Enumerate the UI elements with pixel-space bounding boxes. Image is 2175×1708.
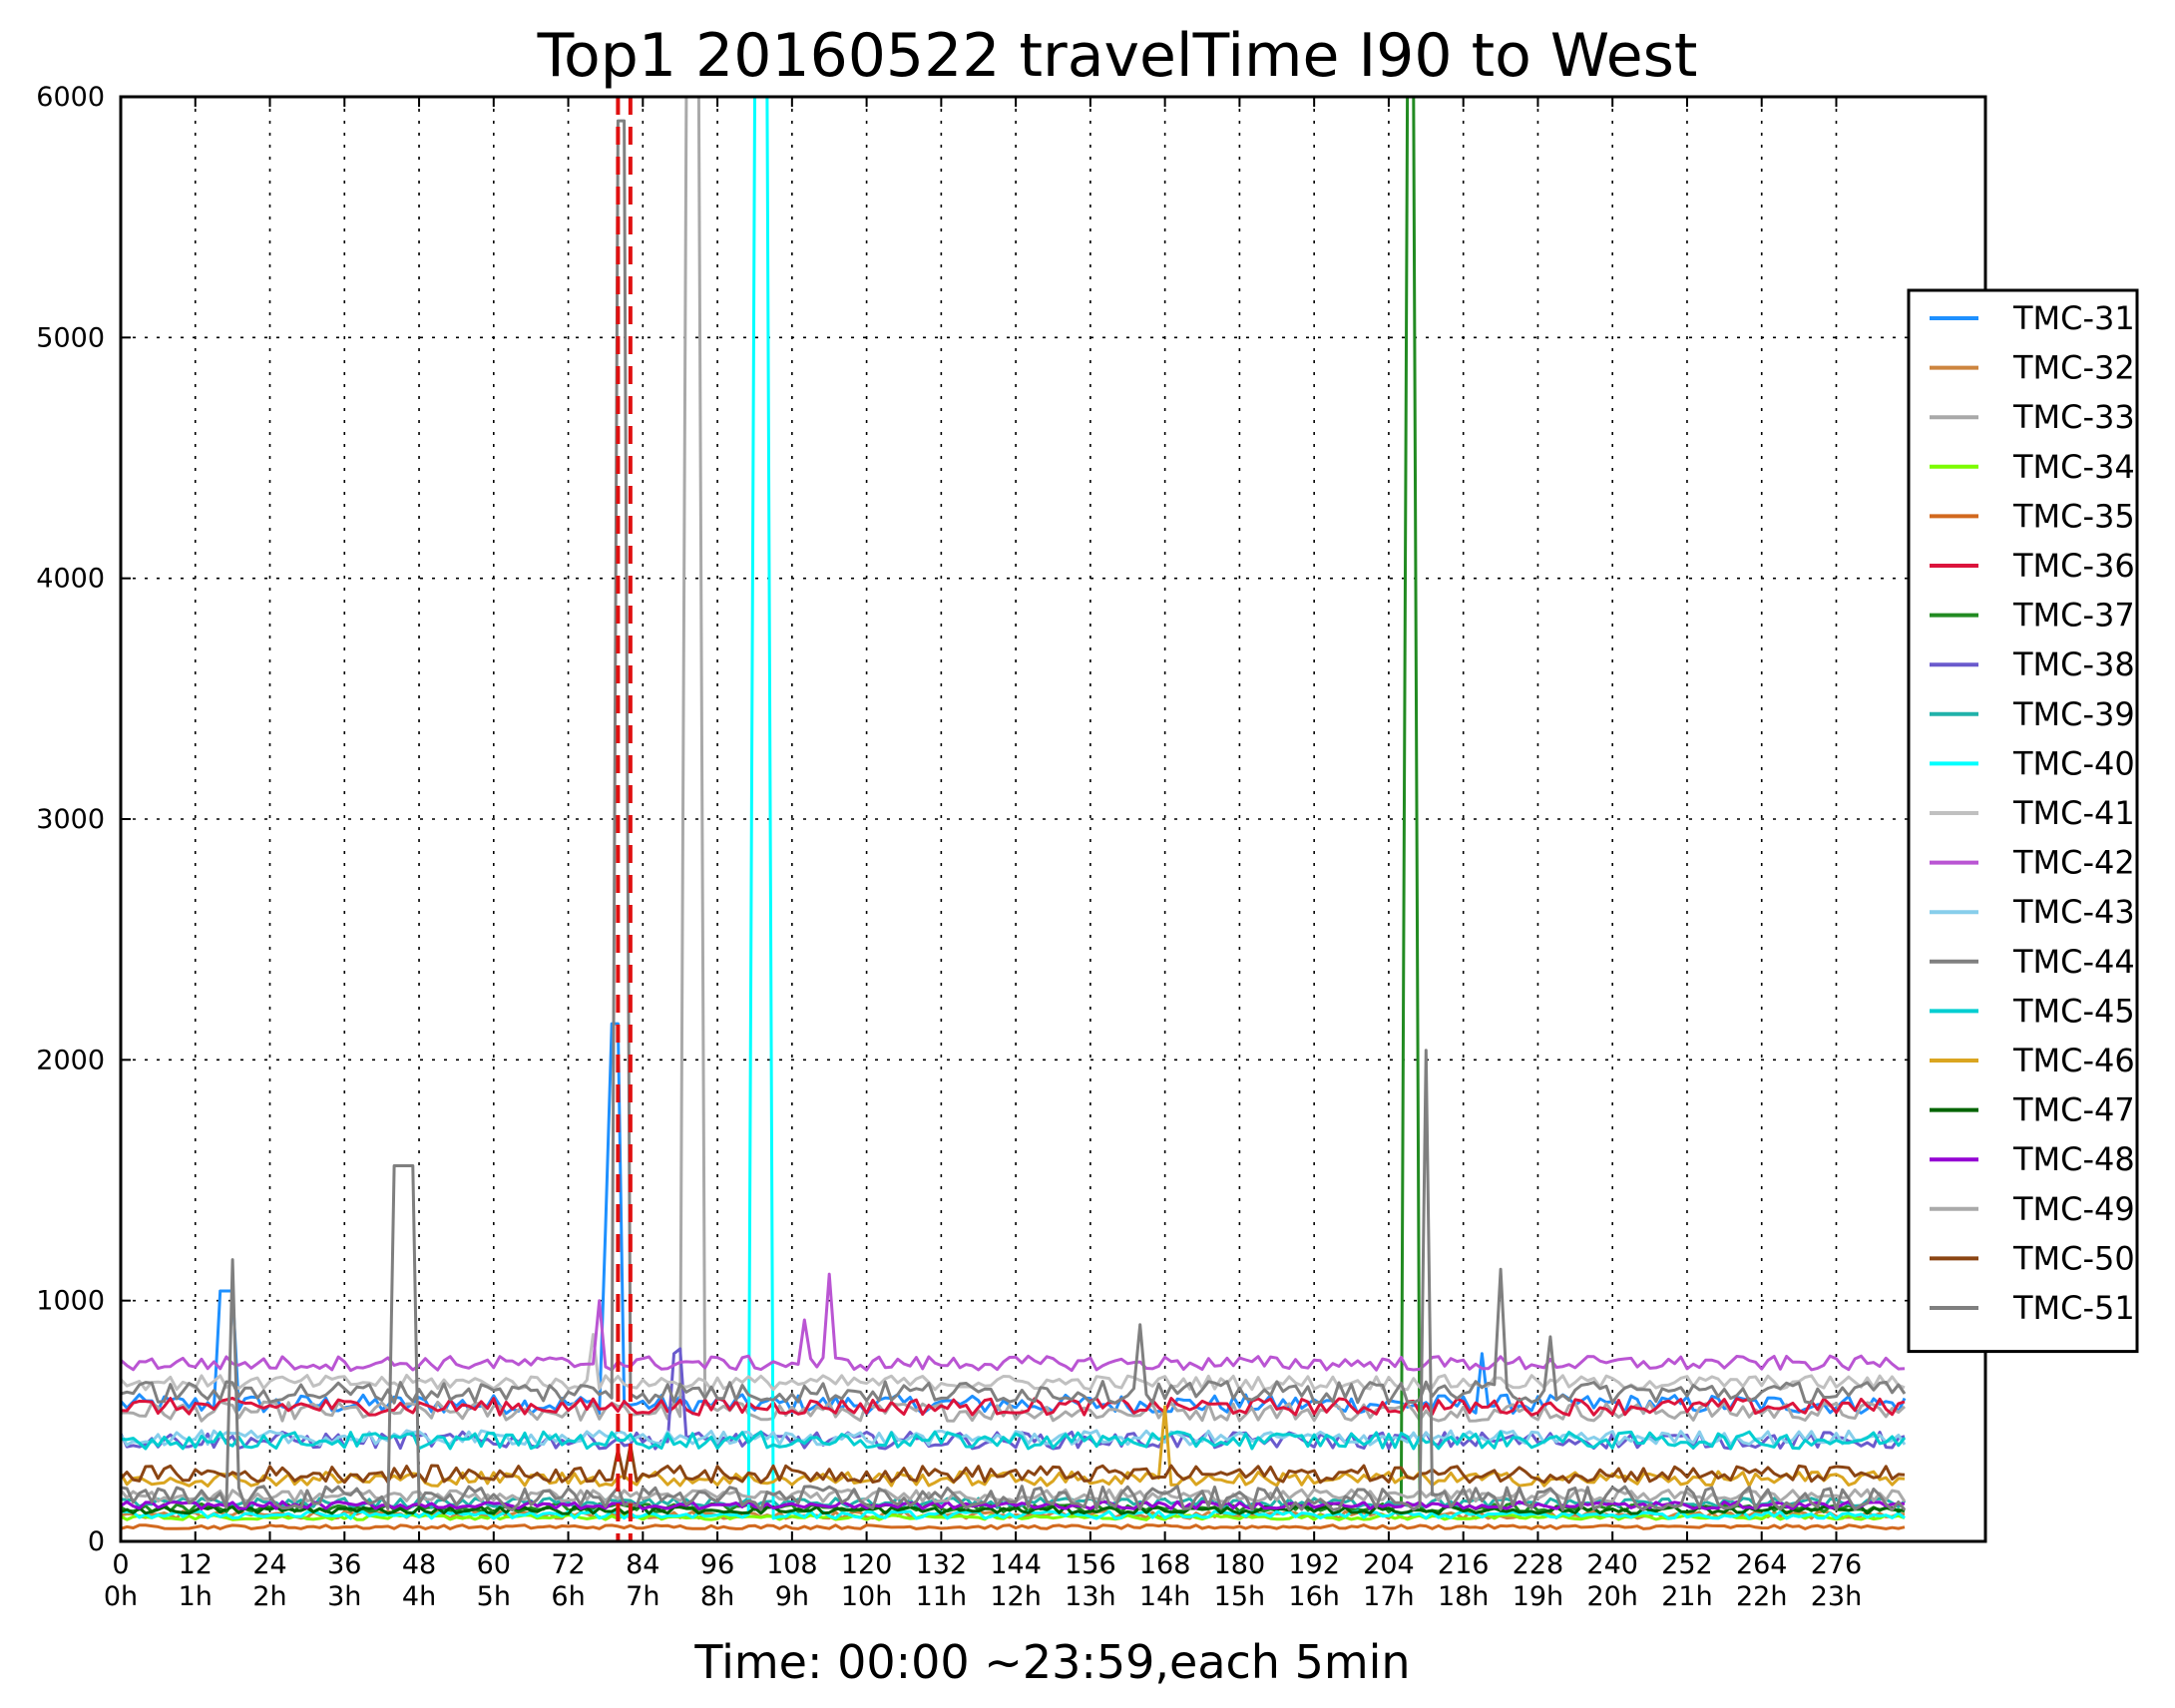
legend-label: TMC-38 (2012, 645, 2135, 683)
legend-label: TMC-51 (2012, 1289, 2135, 1327)
x-tick-label: 120 (841, 1549, 893, 1580)
x-tick-hour-label: 17h (1363, 1581, 1414, 1612)
x-tick-label: 48 (402, 1549, 436, 1580)
x-tick-label: 60 (477, 1549, 511, 1580)
plot-area (119, 95, 1987, 1543)
x-tick-hour-label: 1h (179, 1581, 213, 1612)
x-tick-label: 0 (112, 1549, 129, 1580)
legend-label: TMC-33 (2012, 398, 2135, 436)
series-line-tmc-35 (120, 1523, 1906, 1530)
y-axis: 0 1000 2000 3000 4000 5000 6000 (36, 82, 1985, 1557)
x-tick-label: 36 (327, 1549, 361, 1580)
x-tick-hour-label: 16h (1288, 1581, 1339, 1612)
x-tick-hour-label: 4h (402, 1581, 436, 1612)
series-line-tmc-37 (120, 95, 1906, 1513)
x-tick-hour-label: 7h (626, 1581, 659, 1612)
y-tick-label: 5000 (36, 322, 105, 353)
legend-label: TMC-34 (2012, 448, 2135, 486)
x-tick-hour-label: 22h (1736, 1581, 1787, 1612)
x-tick-label: 276 (1811, 1549, 1863, 1580)
legend-label: TMC-31 (2012, 299, 2135, 337)
grid (121, 97, 1985, 1541)
x-tick-hour-label: 3h (327, 1581, 361, 1612)
legend-label: TMC-39 (2012, 695, 2135, 733)
x-tick-label: 228 (1513, 1549, 1564, 1580)
legend-label: TMC-46 (2012, 1042, 2135, 1079)
x-tick-hour-label: 11h (916, 1581, 967, 1612)
x-tick-label: 192 (1288, 1549, 1340, 1580)
marker-layer (616, 97, 633, 1541)
x-tick-hour-label: 6h (551, 1581, 585, 1612)
x-tick-label: 264 (1736, 1549, 1788, 1580)
legend-label: TMC-32 (2012, 349, 2135, 387)
x-tick-hour-label: 15h (1214, 1581, 1265, 1612)
y-tick-label: 3000 (36, 804, 105, 835)
legend-label: TMC-44 (2012, 943, 2135, 981)
x-tick-hour-label: 10h (841, 1581, 892, 1612)
y-tick-label: 4000 (36, 564, 105, 595)
x-tick-hour-label: 23h (1811, 1581, 1862, 1612)
x-tick-label: 12 (179, 1549, 213, 1580)
x-tick-hour-label: 9h (775, 1581, 809, 1612)
x-tick-label: 96 (700, 1549, 734, 1580)
x-tick-hour-label: 19h (1513, 1581, 1563, 1612)
x-tick-hour-label: 2h (252, 1581, 286, 1612)
legend-label: TMC-41 (2012, 794, 2135, 832)
x-tick-label: 240 (1586, 1549, 1638, 1580)
legend-label: TMC-47 (2012, 1091, 2135, 1129)
x-tick-label: 180 (1214, 1549, 1266, 1580)
x-tick-label: 156 (1065, 1549, 1116, 1580)
x-tick-hour-label: 18h (1438, 1581, 1489, 1612)
chart-title: Top1 20160522 travelTime I90 to West (537, 21, 1698, 91)
series-line-tmc-31 (119, 1022, 1907, 1416)
series-line-tmc-47 (120, 1504, 1906, 1515)
legend-label: TMC-42 (2012, 844, 2135, 882)
legend-label: TMC-40 (2012, 744, 2135, 782)
x-tick-hour-label: 13h (1065, 1581, 1115, 1612)
legend-label: TMC-49 (2012, 1190, 2135, 1228)
y-tick-label: 1000 (36, 1286, 105, 1317)
x-tick-label: 132 (916, 1549, 968, 1580)
legend-label: TMC-50 (2012, 1239, 2135, 1277)
series-line-tmc-51 (120, 1049, 1907, 1511)
x-tick-label: 72 (551, 1549, 585, 1580)
legend-label: TMC-45 (2012, 992, 2135, 1030)
series-line-tmc-44 (120, 119, 1907, 1405)
x-tick-hour-label: 0h (104, 1581, 138, 1612)
x-tick-hour-label: 20h (1586, 1581, 1637, 1612)
legend: TMC-31 TMC-32 TMC-33 TMC-34 TMC-35 TMC-36 TMC-… (1907, 288, 2139, 1354)
legend-label: TMC-37 (2012, 597, 2135, 635)
y-tick-label: 2000 (36, 1045, 105, 1075)
x-tick-label: 108 (766, 1549, 818, 1580)
x-tick-label: 168 (1139, 1549, 1191, 1580)
legend-label: TMC-48 (2012, 1140, 2135, 1178)
series-line-tmc-42 (120, 1272, 1906, 1373)
x-tick-label: 216 (1438, 1549, 1490, 1580)
x-tick-label: 144 (990, 1549, 1042, 1580)
legend-label: TMC-35 (2012, 497, 2135, 535)
series-line-tmc-41 (119, 1333, 1906, 1392)
x-tick-label: 252 (1661, 1549, 1713, 1580)
y-tick-label: 6000 (36, 82, 105, 113)
series-line-tmc-40 (120, 95, 1906, 1520)
legend-label: TMC-43 (2012, 893, 2135, 931)
x-tick-label: 84 (626, 1549, 659, 1580)
x-tick-hour-label: 12h (990, 1581, 1041, 1612)
x-tick-hour-label: 14h (1139, 1581, 1190, 1612)
series-line-tmc-33 (120, 95, 1907, 1423)
x-tick-hour-label: 5h (477, 1581, 511, 1612)
y-tick-label: 0 (88, 1526, 105, 1557)
series-layer (119, 95, 1907, 1530)
x-tick-hour-label: 21h (1661, 1581, 1712, 1612)
x-tick-label: 24 (252, 1549, 286, 1580)
x-tick-hour-label: 8h (700, 1581, 734, 1612)
legend-label: TMC-36 (2012, 547, 2135, 585)
x-tick-label: 204 (1363, 1549, 1415, 1580)
x-axis-label: Time: 00:00 ~23:59,each 5min (693, 1635, 1410, 1689)
